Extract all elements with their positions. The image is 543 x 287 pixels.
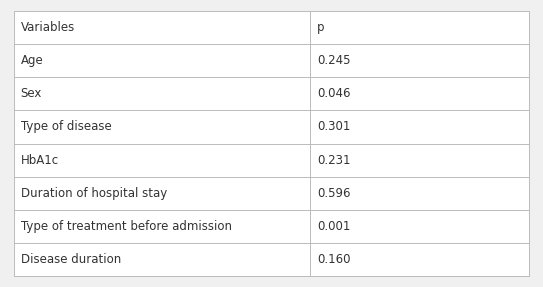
Text: 0.160: 0.160 <box>317 253 351 265</box>
Text: Sex: Sex <box>21 88 42 100</box>
Text: 0.231: 0.231 <box>317 154 351 166</box>
Text: 0.301: 0.301 <box>317 121 351 133</box>
Text: Age: Age <box>21 55 43 67</box>
Text: 0.245: 0.245 <box>317 55 351 67</box>
Text: 0.001: 0.001 <box>317 220 351 232</box>
Text: 0.046: 0.046 <box>317 88 351 100</box>
Text: Type of disease: Type of disease <box>21 121 111 133</box>
Text: HbA1c: HbA1c <box>21 154 59 166</box>
Text: p: p <box>317 22 325 34</box>
Text: 0.596: 0.596 <box>317 187 351 199</box>
Text: Duration of hospital stay: Duration of hospital stay <box>21 187 167 199</box>
Text: Disease duration: Disease duration <box>21 253 121 265</box>
Text: Type of treatment before admission: Type of treatment before admission <box>21 220 232 232</box>
Text: Variables: Variables <box>21 22 75 34</box>
